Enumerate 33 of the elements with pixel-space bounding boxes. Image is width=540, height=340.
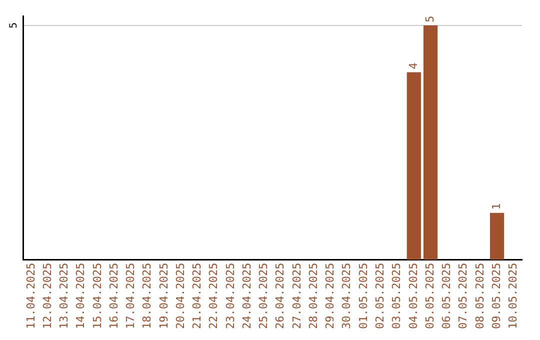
x-tick-label: 16.04.2025 xyxy=(107,262,120,330)
x-tick-label: 25.04.2025 xyxy=(257,262,270,330)
x-tick-label: 05.05.2025 xyxy=(423,262,436,330)
x-tick-label: 22.04.2025 xyxy=(207,262,220,330)
x-tick-label: 14.04.2025 xyxy=(74,262,88,330)
x-tick-label: 10.05.2025 xyxy=(506,262,520,330)
x-tick-label: 24.04.2025 xyxy=(240,262,254,330)
x-tick-label: 08.05.2025 xyxy=(473,262,486,330)
x-tick-label: 17.04.2025 xyxy=(124,262,138,330)
x-tick-label: 04.05.2025 xyxy=(406,262,420,330)
x-tick-label: 30.04.2025 xyxy=(340,262,354,330)
x-tick-label: 09.05.2025 xyxy=(490,262,503,330)
x-tick-label: 29.04.2025 xyxy=(324,262,337,330)
x-tick-label: 02.05.2025 xyxy=(374,262,387,330)
x-tick-label: 13.04.2025 xyxy=(58,262,71,330)
x-tick-label: 19.04.2025 xyxy=(157,262,170,330)
x-tick-label: 11.04.2025 xyxy=(24,262,38,330)
x-tick-label: 18.04.2025 xyxy=(140,262,154,330)
x-tick-label: 27.04.2025 xyxy=(290,262,304,330)
x-tick-label: 06.05.2025 xyxy=(440,262,454,330)
x-tick-label: 03.05.2025 xyxy=(390,262,404,330)
x-tick-label: 21.04.2025 xyxy=(190,262,204,330)
data-label: 1 xyxy=(490,203,503,210)
x-tick-label: 12.04.2025 xyxy=(40,262,54,330)
x-tick-label: 26.04.2025 xyxy=(274,262,287,330)
x-tick-label: 28.04.2025 xyxy=(306,262,320,330)
data-label: 5 xyxy=(423,16,436,22)
x-tick-label: 07.05.2025 xyxy=(456,262,470,330)
data-label: 4 xyxy=(406,62,420,70)
x-tick-label: 20.04.2025 xyxy=(174,262,187,330)
x-tick-label: 23.04.2025 xyxy=(224,262,237,330)
x-tick-label: 15.04.2025 xyxy=(90,262,104,330)
x-tick-label: 01.05.2025 xyxy=(356,262,370,330)
